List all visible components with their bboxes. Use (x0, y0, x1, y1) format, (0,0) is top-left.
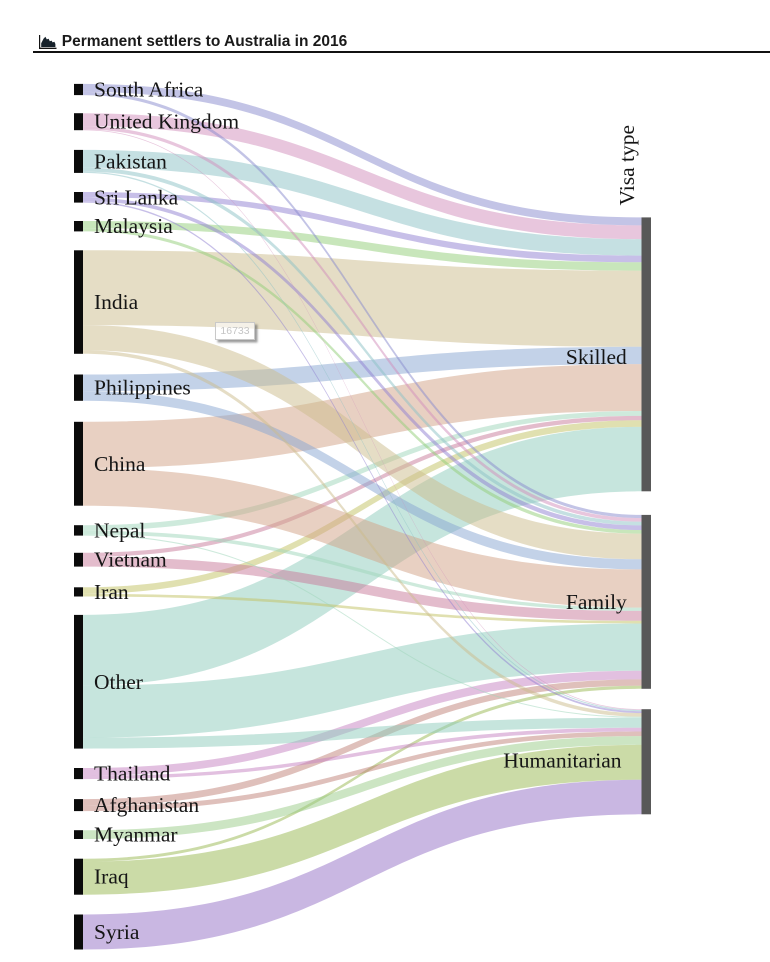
svg-text:Myanmar: Myanmar (94, 823, 178, 847)
svg-text:United Kingdom: United Kingdom (94, 110, 239, 134)
svg-text:Family: Family (566, 590, 627, 614)
svg-text:Pakistan: Pakistan (94, 149, 167, 173)
svg-text:Vietnam: Vietnam (94, 548, 167, 572)
svg-text:Humanitarian: Humanitarian (503, 749, 621, 773)
svg-text:Afghanistan: Afghanistan (94, 793, 199, 817)
svg-text:Other: Other (94, 670, 143, 694)
svg-text:India: India (94, 290, 139, 314)
svg-text:Visa type: Visa type (615, 125, 639, 206)
svg-text:Skilled: Skilled (566, 345, 627, 369)
svg-text:Nepal: Nepal (94, 518, 145, 542)
svg-text:China: China (94, 452, 146, 476)
svg-text:Philippines: Philippines (94, 376, 191, 400)
svg-text:Iran: Iran (94, 580, 129, 604)
svg-text:Sri Lanka: Sri Lanka (94, 185, 179, 209)
svg-text:Malaysia: Malaysia (94, 214, 173, 238)
svg-text:Syria: Syria (94, 920, 140, 944)
svg-text:South Africa: South Africa (94, 78, 204, 102)
svg-text:Iraq: Iraq (94, 865, 129, 889)
svg-text:Thailand: Thailand (94, 762, 171, 786)
